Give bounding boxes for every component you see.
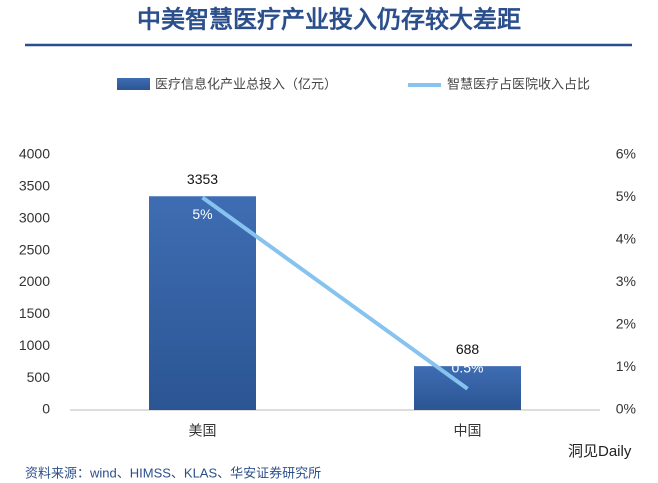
legend-label: 智慧医疗占医院收入占比 xyxy=(447,76,590,91)
line-value-label: 0.5% xyxy=(452,359,484,375)
y-tick-label: 1000 xyxy=(19,337,50,353)
legend-label: 医疗信息化产业总投入（亿元） xyxy=(155,76,337,91)
bar xyxy=(149,196,256,410)
y-tick-label: 3500 xyxy=(19,178,50,194)
y2-tick-label: 6% xyxy=(616,146,636,162)
y-tick-label: 2500 xyxy=(19,241,50,257)
chart-title: 中美智慧医疗产业投入仍存较大差距 xyxy=(137,6,521,34)
bar-value-label: 688 xyxy=(456,341,480,357)
source: 资料来源：wind、HIMSS、KLAS、华安证券研究所 xyxy=(25,465,321,480)
y2-tick-label: 5% xyxy=(616,188,636,204)
line xyxy=(201,195,469,391)
y-tick-label: 3000 xyxy=(19,209,50,225)
y2-tick-label: 3% xyxy=(616,273,636,289)
watermark: 洞见Daily xyxy=(568,443,632,460)
x-tick-label: 中国 xyxy=(454,423,482,439)
y2-tick-label: 2% xyxy=(616,316,636,332)
bar-value-label: 3353 xyxy=(187,171,218,187)
y-tick-label: 1500 xyxy=(19,305,50,321)
y2-tick-label: 4% xyxy=(616,231,636,247)
y-tick-label: 0 xyxy=(42,401,50,417)
y-tick-label: 4000 xyxy=(19,146,50,162)
y2-tick-label: 1% xyxy=(616,358,636,374)
x-tick-label: 美国 xyxy=(189,423,217,439)
y2-tick-label: 0% xyxy=(616,401,636,417)
y-tick-label: 500 xyxy=(27,369,51,385)
y-tick-label: 2000 xyxy=(19,273,50,289)
line-value-label: 5% xyxy=(192,206,212,222)
legend-swatch xyxy=(117,78,150,90)
